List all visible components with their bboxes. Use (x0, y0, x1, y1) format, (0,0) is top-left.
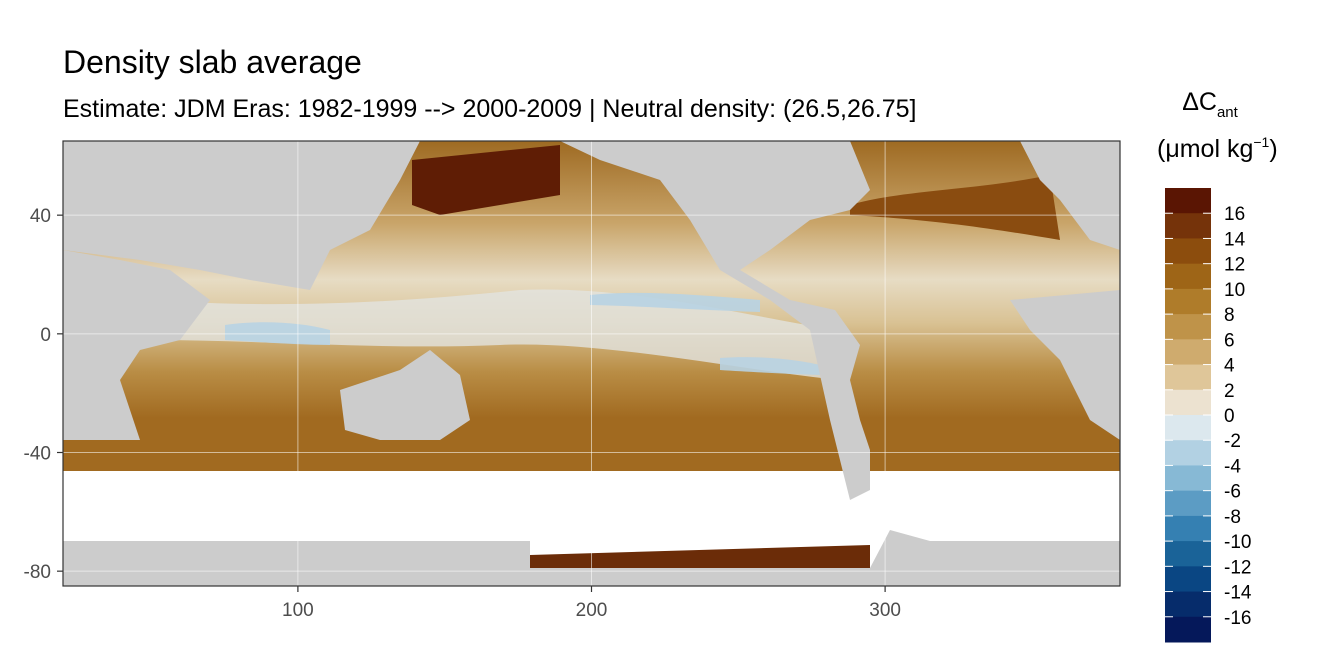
colorbar-segment (1165, 263, 1211, 290)
y-tick-label: -80 (24, 562, 51, 583)
colorbar-label: -14 (1224, 583, 1252, 604)
land-australia (340, 350, 470, 440)
gridlines (63, 141, 1120, 586)
antarctic-strip (530, 545, 870, 568)
high-n-atlantic (850, 175, 1060, 240)
colorbar-label: -16 (1224, 608, 1251, 629)
colorbar-segment (1165, 389, 1211, 416)
chart-title: Density slab average (63, 44, 362, 80)
legend-unit-text: (μmol kg (1157, 135, 1254, 163)
land-americas (560, 141, 870, 500)
colorbar-label: 8 (1224, 305, 1235, 326)
map-panel (63, 141, 1120, 586)
y-tick-label: 40 (30, 206, 51, 227)
colorbar-segment (1165, 591, 1211, 618)
equatorial-band (150, 289, 840, 380)
colorbar-label: -6 (1224, 482, 1241, 503)
land-atlantic-coasts (1020, 141, 1120, 250)
colorbar-segment (1165, 465, 1211, 492)
colorbar-label: -8 (1224, 507, 1241, 528)
colorbar-label: 12 (1224, 255, 1245, 276)
colorbar-segment (1165, 541, 1211, 567)
colorbar-label: 4 (1224, 356, 1235, 377)
land-africa-europe (63, 141, 210, 440)
x-tick-label: 100 (282, 600, 314, 621)
colorbar-label: 16 (1224, 204, 1245, 225)
colorbar-label: 0 (1224, 406, 1235, 427)
colorbar-segment (1165, 566, 1211, 593)
colorbar-segment (1165, 213, 1211, 239)
colorbar-label: -10 (1224, 532, 1251, 553)
land-s-africa (1010, 290, 1120, 440)
colorbar-segment (1165, 188, 1211, 214)
colorbar-label: -12 (1224, 557, 1251, 578)
colorbar-segment (1165, 616, 1211, 643)
colorbar-label: 2 (1224, 381, 1235, 402)
colorbar-segment (1165, 364, 1211, 391)
colorbar-label: -2 (1224, 431, 1241, 452)
y-tick-label: 0 (40, 325, 51, 346)
legend-unit-close: ) (1269, 135, 1278, 163)
legend-unit: (μmol kg−1) (1157, 134, 1278, 164)
colorbar-segment (1165, 515, 1211, 542)
negative-patch-pacific (590, 292, 760, 312)
colorbar-segment (1165, 440, 1211, 466)
colorbar-segment (1165, 314, 1211, 340)
colorbar-segment (1165, 288, 1211, 315)
legend-unit-sup: −1 (1253, 134, 1270, 150)
colorbar-segment (1165, 490, 1211, 517)
high-nw-pacific (412, 145, 560, 215)
land-masses (63, 141, 1120, 586)
y-tick-label: -40 (24, 444, 51, 465)
colorbar-label: -4 (1224, 456, 1241, 477)
legend-title-main: ΔC (1182, 88, 1217, 116)
colorbar-segment (1165, 238, 1211, 265)
legend-title: ΔCant (1160, 88, 1260, 121)
legend-colorbar: 16 14 12 10 8 6 4 2 0 -2 -4 -6 -8 -10 -12 -14 -16 (1165, 188, 1252, 643)
colorbar-label: 10 (1224, 280, 1245, 301)
land-antarctica (63, 530, 1120, 586)
colorbar-segment (1165, 415, 1211, 441)
legend-title-sub: ant (1216, 104, 1238, 121)
colorbar-label: 14 (1224, 229, 1246, 250)
negative-patch-eastpacific (720, 357, 820, 375)
chart-subtitle: Estimate: JDM Eras: 1982-1999 --> 2000-2… (63, 95, 917, 123)
x-tick-label: 300 (869, 600, 901, 621)
x-tick-label: 200 (576, 600, 608, 621)
colorbar-segment (1165, 339, 1211, 366)
colorbar-label: 6 (1224, 330, 1235, 351)
